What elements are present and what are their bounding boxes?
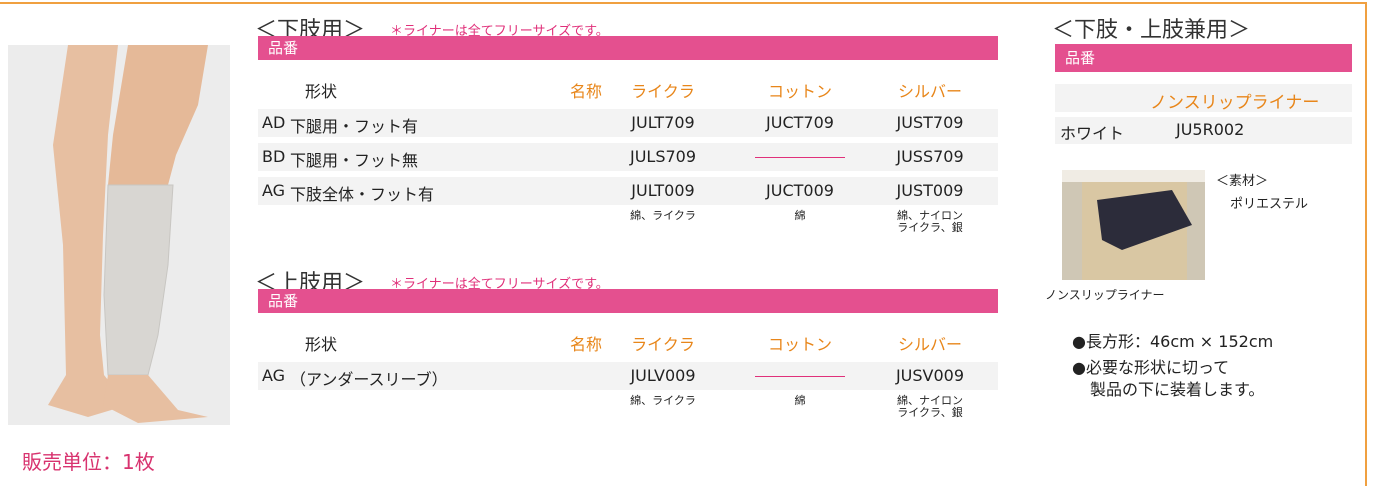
sales-unit: 販売単位：1枚 [22,450,155,474]
material-text: 綿、ライクラ [630,209,696,222]
material-label: ＜素材＞ [1216,174,1269,189]
row-shape: 下腿用・フット無 [290,151,419,170]
product-photo [8,45,230,425]
row-code: AD [262,113,286,132]
table-label-bar: 品番 [258,289,998,313]
part-number: JUST009 [896,181,964,200]
material-text: 綿、ライクラ [630,394,696,407]
part-number: JUST709 [896,113,964,132]
bullet: ●必要な形状に切って [1072,358,1230,377]
liner-photo [1062,170,1205,280]
bullet: ●長方形：46cm × 152cm [1072,332,1274,351]
right-border [1365,2,1367,486]
row-bg [1055,117,1352,144]
row-shape: 下肢全体・フット有 [290,185,435,204]
row-code: AG [262,366,286,385]
part-number: JU5R002 [1176,120,1245,139]
row-bg [258,143,998,171]
row-shape: 下腿用・フット有 [290,117,419,136]
material-text: 綿 [794,209,806,222]
column-header: ライクラ [631,335,695,354]
foot [103,375,208,423]
row-bg [258,177,998,205]
sleeve [103,184,174,376]
bullet: 製品の下に装着します。 [1090,380,1265,399]
table-label-bar: 品番 [258,36,998,60]
photo-caption: ノンスリップライナー [1045,288,1165,302]
column-header: 形状 [305,82,338,101]
part-number: JUCT009 [766,181,834,200]
top-border [0,2,1366,4]
material: ポリエステル [1230,197,1309,212]
column-header: シルバー [897,335,962,354]
part-number: JULS709 [629,147,697,166]
color-name: ホワイト [1060,124,1125,143]
liner-top [1062,170,1205,182]
part-number: JUSV009 [895,366,965,385]
size-note: ＊ライナーは全てフリーサイズです。 [390,277,609,292]
part-number: JUCT709 [766,113,834,132]
column-header: コットン [767,335,832,354]
row-code: BD [262,147,286,166]
row-shape: （アンダースリーブ） [290,370,448,389]
part-number: JULV009 [630,366,696,385]
column-header: シルバー [897,82,962,101]
material-text: ライクラ、銀 [897,406,963,419]
material-text: ライクラ、銀 [897,221,963,234]
part-number: JULT009 [631,181,695,200]
material-text: 綿、ナイロン [897,394,963,407]
column-header: ライクラ [631,82,695,101]
column-header: ノンスリップライナー [1150,93,1320,113]
empty-dash [755,376,845,377]
column-header: 名称 [570,82,603,101]
row-bg [1055,84,1352,112]
thigh [108,45,208,185]
column-header: 形状 [305,335,338,354]
part-number: JULT709 [631,113,695,132]
material-text: 綿 [794,394,806,407]
section-heading: ＜下肢・上肢兼用＞ [1052,18,1251,43]
column-header: 名称 [570,335,603,354]
part-number: JUSS709 [896,147,964,166]
material-text: 綿、ナイロン [897,209,963,222]
row-bg [258,109,998,137]
leg-back [48,45,128,417]
size-note: ＊ライナーは全てフリーサイズです。 [390,24,609,39]
column-header: コットン [767,82,832,101]
row-code: AG [262,181,286,200]
empty-dash [755,157,845,158]
row-bg [258,362,998,390]
liner-strap [1097,190,1192,250]
table-label-bar: 品番 [1055,44,1352,72]
